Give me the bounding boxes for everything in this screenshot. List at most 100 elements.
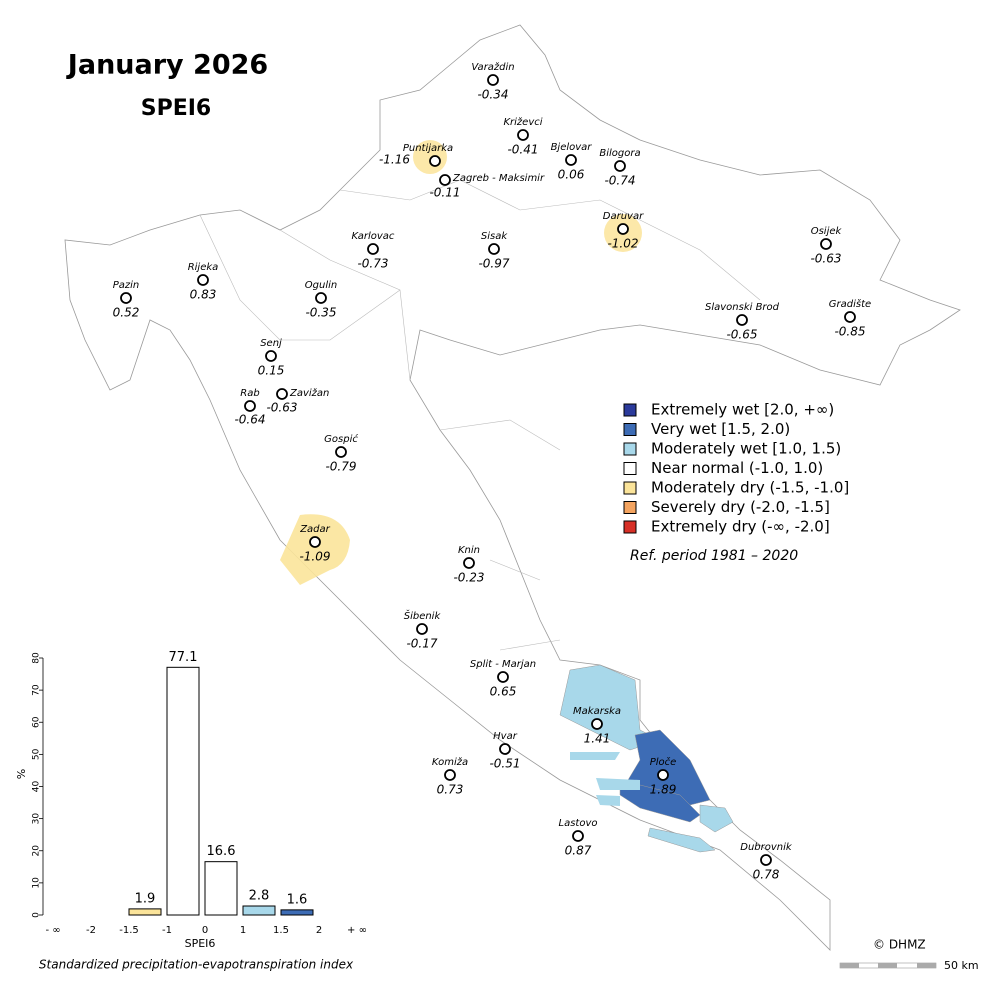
station-name: Hvar (493, 731, 518, 742)
legend-label: Severely dry (-2.0, -1.5] (651, 498, 830, 516)
station-value: -0.79 (325, 460, 356, 474)
station-value: -0.74 (604, 174, 635, 188)
station-name: Gradište (829, 298, 871, 310)
station-value: -0.35 (305, 306, 336, 320)
copyright: © DHMZ (873, 938, 926, 952)
y-tick-label: 80 (32, 652, 42, 664)
ref-period: Ref. period 1981 – 2020 (630, 548, 798, 564)
station-name: Senj (260, 338, 282, 349)
y-tick-label: 70 (32, 684, 42, 696)
x-tick-label: 1 (240, 925, 246, 936)
station-name: Lastovo (559, 818, 598, 829)
station-name: Sisak (481, 231, 508, 242)
station-marker (614, 160, 626, 172)
station-value: -0.51 (489, 757, 520, 771)
scale-bar (839, 962, 937, 969)
y-tick-label: 20 (32, 845, 42, 857)
station-marker (488, 243, 500, 255)
station-value: -0.11 (429, 186, 460, 200)
bar-value-label: 1.9 (135, 891, 156, 906)
legend-label: Extremely wet [2.0, +∞) (651, 401, 834, 419)
station-marker (197, 274, 209, 286)
station-name: Rijeka (188, 262, 219, 273)
station-marker (444, 769, 456, 781)
x-tick-label: + ∞ (347, 925, 367, 936)
station-marker (497, 671, 509, 683)
station-value: -0.73 (357, 257, 388, 271)
x-tick-label: -1 (162, 925, 172, 936)
wet-area (570, 752, 620, 760)
histogram-bar (166, 666, 200, 916)
legend-swatch (623, 442, 637, 456)
legend-label: Moderately wet [1.0, 1.5) (651, 440, 841, 458)
station-name: Zagreb - Maksimir (452, 173, 545, 184)
station-value: 0.73 (437, 783, 464, 797)
station-name: Šibenik (404, 609, 442, 622)
station-name: Puntijarka (403, 143, 453, 154)
legend-label: Extremely dry (-∞, -2.0] (651, 518, 830, 536)
station-marker (591, 718, 603, 730)
station-name: Zavižan (289, 387, 329, 399)
histogram-bar (204, 861, 238, 916)
legend-label: Near normal (-1.0, 1.0) (651, 459, 823, 477)
station-marker (429, 155, 441, 167)
station-value: -0.64 (234, 413, 265, 427)
station-value: -0.17 (406, 637, 437, 651)
region-outline (199, 179, 761, 651)
station-value: -0.65 (726, 328, 757, 342)
wet-area (596, 795, 620, 806)
station-name: Komiža (432, 756, 468, 768)
y-tick-label: 10 (32, 877, 42, 889)
x-tick-label: 0 (202, 925, 208, 936)
station-marker (736, 314, 748, 326)
legend-swatch (623, 520, 637, 534)
x-tick-label: -2 (86, 925, 96, 936)
station-value: -0.97 (478, 257, 509, 271)
station-value: 0.06 (558, 168, 585, 182)
station-marker (265, 350, 277, 362)
x-tick-label: 1.5 (273, 925, 289, 936)
station-value: -1.02 (607, 237, 638, 251)
station-name: Knin (458, 545, 480, 556)
station-marker (315, 292, 327, 304)
y-tick-label: 40 (32, 781, 42, 793)
bar-value-label: 77.1 (169, 650, 198, 665)
subtitle: SPEI6 (141, 96, 212, 121)
station-name: Gospić (324, 433, 358, 445)
legend-swatch (623, 481, 637, 495)
station-value: -0.85 (834, 325, 865, 339)
legend-label: Very wet [1.5, 2.0) (651, 420, 790, 438)
station-value: -0.63 (266, 401, 297, 415)
x-tick-label: - ∞ (45, 925, 60, 936)
station-marker (572, 830, 584, 842)
station-value: 0.83 (190, 288, 217, 302)
legend-swatch (623, 462, 637, 475)
bar-value-label: 16.6 (207, 844, 236, 859)
station-name: Makarska (573, 706, 621, 717)
station-marker (244, 400, 256, 412)
y-tick-label: 60 (32, 716, 42, 728)
station-marker (760, 854, 772, 866)
histogram-bar (242, 905, 276, 916)
station-value: 0.87 (565, 844, 592, 858)
station-marker (439, 174, 451, 186)
very-wet-area (619, 779, 701, 823)
y-tick-label: 50 (32, 748, 42, 760)
y-tick-label: 30 (32, 813, 42, 825)
bar-value-label: 1.6 (287, 892, 308, 907)
station-name: Karlovac (352, 231, 395, 242)
station-value: 1.41 (584, 732, 611, 746)
station-value: 0.65 (490, 685, 517, 699)
station-name: Bilogora (599, 148, 640, 159)
station-marker (120, 292, 132, 304)
station-name: Split - Marjan (470, 659, 536, 670)
station-value: -0.63 (810, 252, 841, 266)
station-marker (499, 743, 511, 755)
y-axis-label: % (15, 769, 28, 779)
station-marker (276, 388, 288, 400)
scale-label: 50 km (944, 959, 979, 972)
station-marker (844, 311, 856, 323)
station-value: -1.09 (299, 550, 330, 564)
station-value: -1.16 (379, 153, 410, 167)
station-marker (367, 243, 379, 255)
